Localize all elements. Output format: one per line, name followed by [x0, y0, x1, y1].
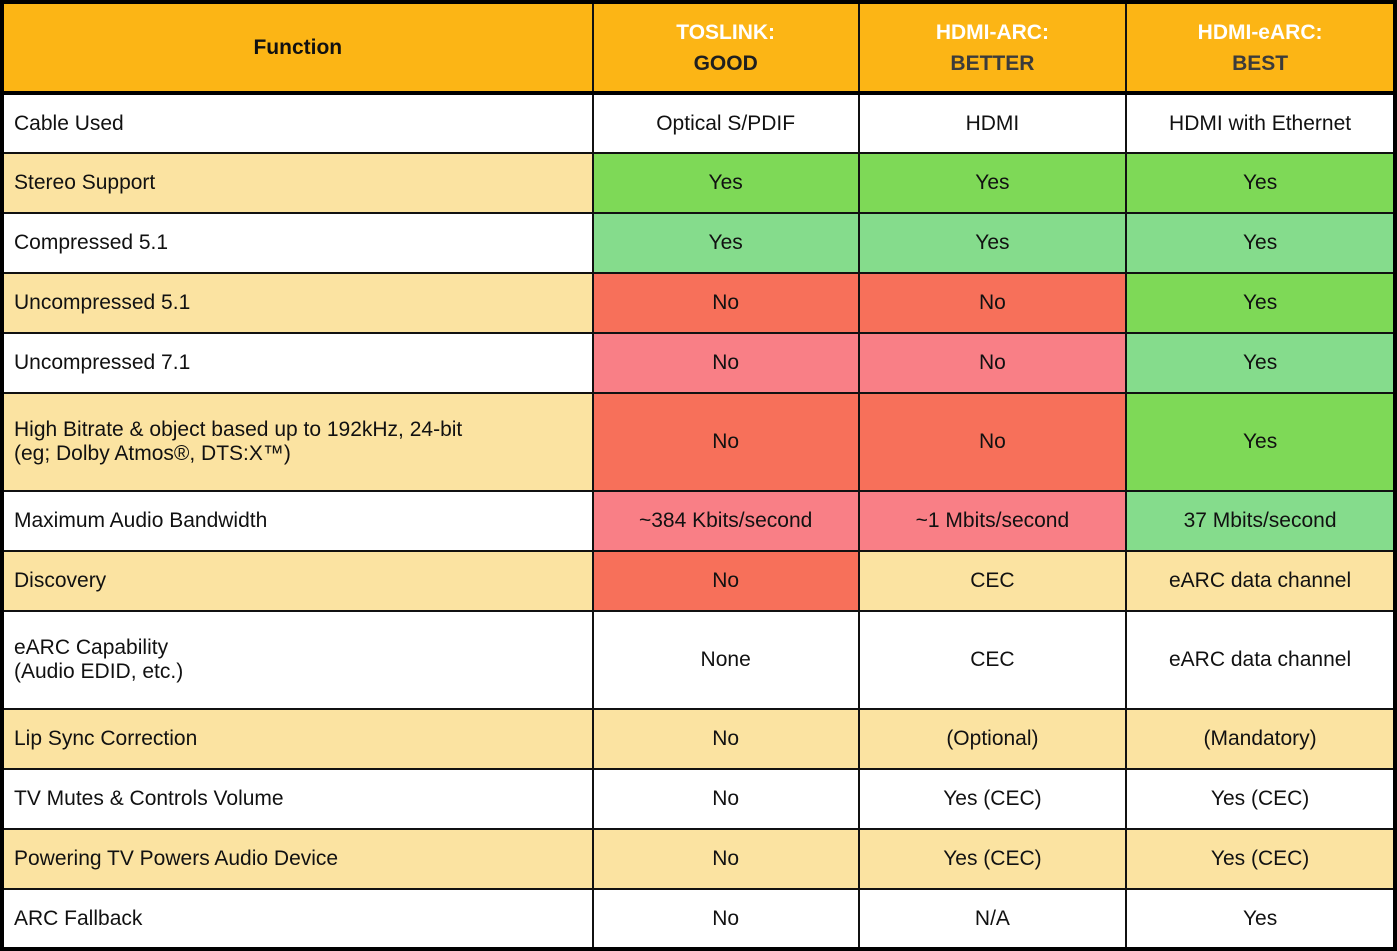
column-header-toslink: TOSLINK: GOOD	[591, 1, 860, 95]
function-cell: Uncompressed 5.1	[1, 272, 594, 334]
value-cell: Yes	[591, 152, 860, 214]
value-cell: Optical S/PDIF	[591, 92, 860, 154]
table-row: Uncompressed 5.1 No No Yes	[1, 272, 1396, 334]
value-cell: Yes (CEC)	[1125, 828, 1396, 890]
column-header-toslink-title: TOSLINK:	[676, 21, 776, 45]
value-cell: (Optional)	[857, 708, 1128, 770]
value-cell: (Mandatory)	[1125, 708, 1396, 770]
value-cell: No	[857, 392, 1128, 492]
value-cell: No	[591, 392, 860, 492]
column-header-toslink-rating: GOOD	[693, 51, 758, 75]
table-row: Discovery No CEC eARC data channel	[1, 550, 1396, 612]
column-header-hdmi-earc-rating: BEST	[1232, 51, 1289, 75]
value-cell: CEC	[857, 550, 1128, 612]
value-cell: ~1 Mbits/second	[857, 490, 1128, 552]
column-header-hdmi-arc-rating: BETTER	[950, 51, 1035, 75]
table-row: Cable Used Optical S/PDIF HDMI HDMI with Et…	[1, 92, 1396, 154]
value-cell: No	[591, 272, 860, 334]
value-cell: ~384 Kbits/second	[591, 490, 860, 552]
function-cell: TV Mutes & Controls Volume	[1, 768, 594, 830]
value-cell: No	[857, 332, 1128, 394]
value-cell: Yes	[1125, 332, 1396, 394]
value-cell: eARC data channel	[1125, 550, 1396, 612]
value-cell: No	[591, 828, 860, 890]
table-row: Lip Sync Correction No (Optional) (Mandator…	[1, 708, 1396, 770]
value-cell: CEC	[857, 610, 1128, 710]
value-cell: Yes (CEC)	[857, 768, 1128, 830]
function-cell: Maximum Audio Bandwidth	[1, 490, 594, 552]
function-cell: Discovery	[1, 550, 594, 612]
value-cell: No	[857, 272, 1128, 334]
table-row: High Bitrate & object based up to 192kHz…	[1, 392, 1396, 492]
function-header: Function	[1, 1, 594, 95]
value-cell: Yes	[1125, 392, 1396, 492]
table-row: Maximum Audio Bandwidth ~384 Kbits/second…	[1, 490, 1396, 552]
table-row: ARC Fallback No N/A Yes	[1, 888, 1396, 950]
value-cell: 37 Mbits/second	[1125, 490, 1396, 552]
value-cell: Yes	[591, 212, 860, 274]
function-cell: eARC Capability (Audio EDID, etc.)	[1, 610, 594, 710]
value-cell: Yes	[857, 212, 1128, 274]
value-cell: Yes	[1125, 152, 1396, 214]
value-cell: No	[591, 888, 860, 950]
function-cell: Powering TV Powers Audio Device	[1, 828, 594, 890]
value-cell: No	[591, 550, 860, 612]
table-row: Compressed 5.1 Yes Yes Yes	[1, 212, 1396, 274]
function-cell: Uncompressed 7.1	[1, 332, 594, 394]
column-header-hdmi-arc-title: HDMI-ARC:	[935, 21, 1049, 45]
value-cell: eARC data channel	[1125, 610, 1396, 710]
function-cell: Compressed 5.1	[1, 212, 594, 274]
value-cell: Yes (CEC)	[1125, 768, 1396, 830]
header-row: Function TOSLINK: GOOD HDMI-ARC: BETTER …	[1, 1, 1396, 95]
function-cell: High Bitrate & object based up to 192kHz…	[1, 392, 594, 492]
value-cell: HDMI	[857, 92, 1128, 154]
value-cell: Yes	[1125, 272, 1396, 334]
table-row: Stereo Support Yes Yes Yes	[1, 152, 1396, 214]
table-row: TV Mutes & Controls Volume No Yes (CEC) Yes…	[1, 768, 1396, 830]
value-cell: HDMI with Ethernet	[1125, 92, 1396, 154]
function-cell: Lip Sync Correction	[1, 708, 594, 770]
column-header-hdmi-earc: HDMI-eARC: BEST	[1125, 1, 1396, 95]
value-cell: Yes	[857, 152, 1128, 214]
table-row: eARC Capability (Audio EDID, etc.) None CE…	[1, 610, 1396, 710]
function-cell: Cable Used	[1, 92, 594, 154]
column-header-hdmi-earc-title: HDMI-eARC:	[1197, 21, 1323, 45]
table-row: Powering TV Powers Audio Device No Yes (CE…	[1, 828, 1396, 890]
function-cell: Stereo Support	[1, 152, 594, 214]
column-header-hdmi-arc: HDMI-ARC: BETTER	[857, 1, 1128, 95]
table-body: Cable Used Optical S/PDIF HDMI HDMI with Et…	[1, 92, 1396, 950]
table-row: Uncompressed 7.1 No No Yes	[1, 332, 1396, 394]
value-cell: No	[591, 332, 860, 394]
value-cell: N/A	[857, 888, 1128, 950]
function-cell: ARC Fallback	[1, 888, 594, 950]
value-cell: No	[591, 768, 860, 830]
value-cell: Yes	[1125, 888, 1396, 950]
value-cell: None	[591, 610, 860, 710]
value-cell: Yes (CEC)	[857, 828, 1128, 890]
value-cell: Yes	[1125, 212, 1396, 274]
value-cell: No	[591, 708, 860, 770]
